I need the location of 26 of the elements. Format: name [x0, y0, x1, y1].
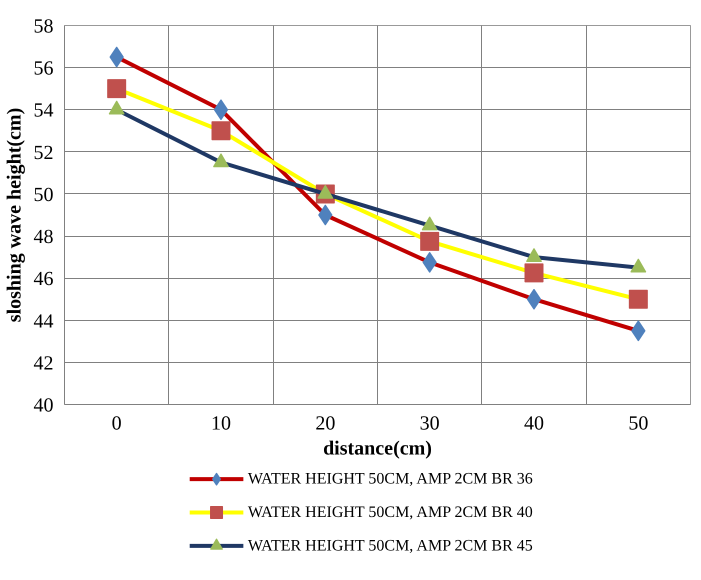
x-tick-label: 50: [628, 412, 648, 434]
point: [628, 290, 648, 309]
point: [420, 232, 440, 251]
y-tick-label: 42: [34, 352, 54, 374]
y-tick-label: 56: [34, 58, 54, 80]
legend-label: WATER HEIGHT 50CM, AMP 2CM BR 40: [248, 504, 533, 521]
x-tick-label: 40: [524, 412, 544, 434]
point: [107, 79, 126, 98]
legend-label: WATER HEIGHT 50CM, AMP 2CM BR 45: [248, 537, 533, 554]
y-tick-label: 58: [34, 16, 54, 38]
point: [524, 263, 544, 282]
x-tick-label: 0: [112, 412, 122, 434]
x-axis-title: distance(cm): [323, 438, 432, 460]
y-tick-label: 52: [34, 142, 54, 164]
x-tick-label: 20: [315, 412, 336, 434]
y-tick-label: 54: [34, 100, 54, 122]
legend-label: WATER HEIGHT 50CM, AMP 2CM BR 36: [248, 470, 533, 488]
y-tick-label: 44: [34, 310, 54, 332]
x-tick-label: 10: [211, 412, 231, 434]
x-tick-label: 30: [420, 412, 440, 434]
y-tick-label: 40: [34, 394, 54, 416]
point: [212, 121, 230, 140]
y-tick-label: 46: [34, 268, 54, 290]
y-axis-title: sloshing wave height(cm): [4, 108, 26, 322]
y-tick-label: 50: [34, 184, 54, 206]
y-tick-label: 48: [34, 226, 54, 248]
